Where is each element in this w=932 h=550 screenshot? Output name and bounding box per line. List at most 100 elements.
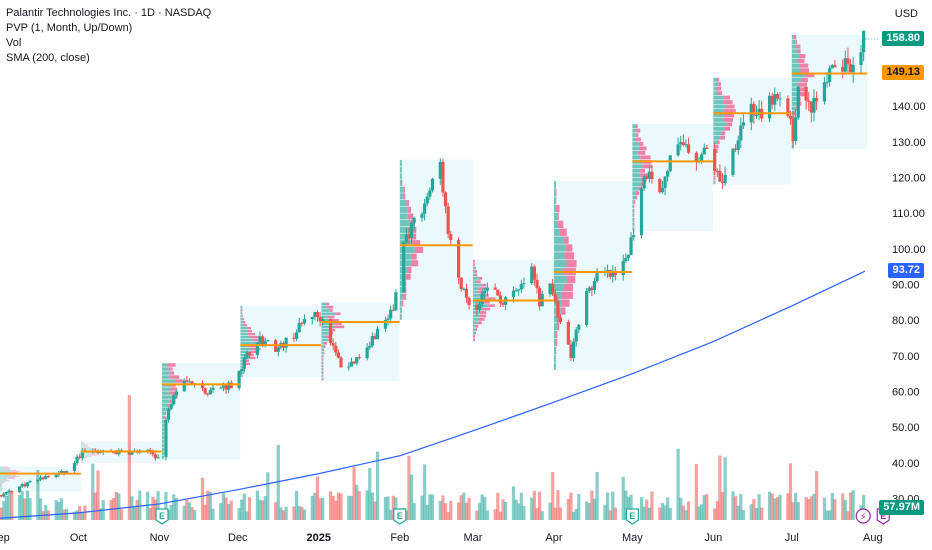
profile-bar-down xyxy=(169,375,180,379)
profile-bar-up xyxy=(162,455,164,460)
profile-range-bg xyxy=(553,181,633,371)
profile-bar-down xyxy=(407,206,412,213)
volume-bar xyxy=(645,499,649,520)
profile-bar-up xyxy=(713,135,721,140)
volume-bar xyxy=(684,510,688,520)
volume-bar xyxy=(156,491,160,520)
indicator-sma[interactable]: SMA (200, close) xyxy=(6,52,90,64)
indicator-vol[interactable]: Vol xyxy=(6,37,22,49)
volume-bar xyxy=(828,510,832,520)
volume-bar xyxy=(245,511,249,520)
currency-label[interactable]: USD xyxy=(894,8,918,20)
profile-bar-down xyxy=(162,439,165,443)
profile-bar-down xyxy=(635,137,641,142)
profile-bar-down xyxy=(555,197,557,205)
volume-bar xyxy=(441,495,445,520)
profile-bar-up xyxy=(162,443,163,447)
profile-bar-down xyxy=(402,193,406,200)
profile-bar-up xyxy=(399,200,407,207)
profile-bar-down xyxy=(726,104,735,109)
candle-body xyxy=(684,144,688,146)
profile-bar-up xyxy=(713,140,718,145)
x-tick-label: Feb xyxy=(390,532,409,544)
volume-bar xyxy=(200,477,205,520)
profile-bar-up xyxy=(321,354,323,358)
candle-body xyxy=(4,491,9,494)
volume-bar xyxy=(809,496,813,520)
y-tick-label: 90.00 xyxy=(892,279,920,291)
profile-bar-down xyxy=(635,128,641,133)
profile-bar-up xyxy=(791,82,798,87)
profile-bar-up xyxy=(399,240,412,247)
volume-bar xyxy=(718,455,722,520)
volume-bar xyxy=(25,490,30,520)
profile-bar-down xyxy=(717,91,723,96)
y-tick-label: 140.00 xyxy=(892,101,926,113)
profile-bar-up xyxy=(553,291,562,299)
profile-bar-up xyxy=(399,186,404,193)
candle-body xyxy=(187,381,192,383)
volume-bar xyxy=(438,500,442,520)
volume-bar xyxy=(315,476,320,520)
profile-bar-up xyxy=(240,309,242,312)
profile-range-bg xyxy=(399,159,473,321)
profile-bar-up xyxy=(791,96,797,102)
candle-body xyxy=(498,295,503,304)
candle-body xyxy=(480,293,484,305)
symbol-title[interactable]: Palantir Technologies Inc. · 1D · NASDAQ xyxy=(6,7,212,19)
volume-bar xyxy=(830,493,834,520)
x-tick-label: Oct xyxy=(70,532,87,544)
candle-body xyxy=(841,66,845,72)
indicator-pvp[interactable]: PVP (1, Month, Up/Down) xyxy=(6,22,133,34)
volume-bar xyxy=(135,499,139,520)
profile-bar-down xyxy=(323,341,327,345)
profile-bar-down xyxy=(167,363,176,367)
profile-bar-up xyxy=(162,399,170,403)
candle-body xyxy=(10,491,14,493)
candle-body xyxy=(166,408,171,420)
candle-body xyxy=(791,118,795,142)
profile-bar-down xyxy=(474,270,478,273)
profile-bar-up xyxy=(791,73,806,78)
volume-bar xyxy=(814,471,819,520)
volume-bar xyxy=(647,507,651,520)
candle-body xyxy=(814,98,819,102)
profile-bar-up xyxy=(553,212,558,221)
profile-bar-down xyxy=(639,146,647,151)
candle-body xyxy=(23,484,27,487)
volume-bar xyxy=(208,491,212,520)
volume-bar xyxy=(504,502,508,520)
volume-bar xyxy=(10,492,14,520)
volume-bar xyxy=(477,502,482,520)
profile-bar-up xyxy=(472,328,476,332)
volume-bar xyxy=(660,502,665,520)
profile-bar-down xyxy=(640,168,645,173)
volume-bar xyxy=(109,500,113,520)
profile-bar-down xyxy=(241,309,243,312)
candle-body xyxy=(713,148,717,171)
profile-bar-up xyxy=(472,280,477,284)
profile-bar-down xyxy=(795,106,798,111)
profile-bar-up xyxy=(472,270,475,273)
profile-bar-down xyxy=(717,77,720,82)
candle-body xyxy=(425,196,429,204)
volume-bar xyxy=(530,497,534,520)
volume-bar xyxy=(538,491,542,520)
profile-bar-down xyxy=(406,200,410,207)
candle-body xyxy=(423,203,427,214)
y-tick-label: 120.00 xyxy=(892,172,926,184)
x-tick-label: May xyxy=(622,532,643,544)
profile-bar-up xyxy=(162,419,164,423)
volume-bar xyxy=(203,504,207,520)
profile-bar-down xyxy=(163,451,165,456)
volume-bar xyxy=(731,491,735,520)
profile-bar-down xyxy=(799,92,805,97)
profile-bar-up xyxy=(399,313,401,320)
candle-body xyxy=(112,452,116,454)
profile-bar-up xyxy=(632,164,643,169)
profile-bar-down xyxy=(487,304,495,308)
profile-bar-up xyxy=(472,338,474,342)
candle-body xyxy=(700,154,704,162)
volume-bar xyxy=(328,491,333,520)
